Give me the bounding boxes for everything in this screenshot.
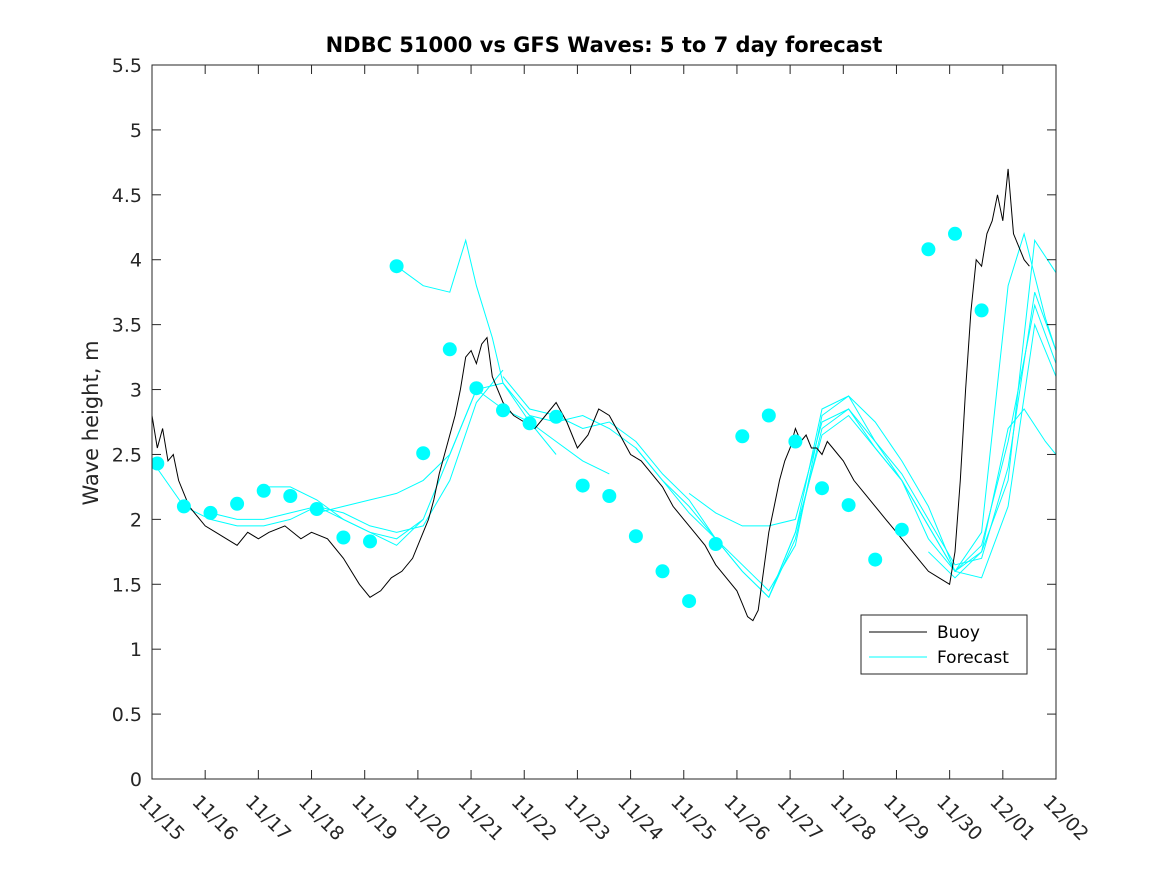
- forecast-marker: [921, 242, 936, 257]
- forecast-marker: [363, 534, 377, 549]
- forecast-marker: [708, 537, 723, 551]
- forecast-marker: [469, 381, 484, 396]
- forecast-marker: [522, 416, 537, 431]
- forecast-marker: [841, 498, 856, 513]
- forecast-line-8: [688, 238, 1056, 573]
- forecast-marker: [974, 303, 989, 318]
- forecast-marker: [655, 564, 670, 579]
- legend-box: [860, 614, 1028, 675]
- forecast-marker: [549, 409, 564, 424]
- y-tick-label: 3.5: [112, 315, 142, 337]
- forecast-marker: [682, 594, 697, 609]
- y-tick-label: 5: [130, 120, 142, 142]
- forecast-marker: [788, 434, 803, 449]
- y-tick-label: 2: [130, 509, 142, 531]
- y-tick-label: 2.5: [112, 444, 142, 466]
- forecast-marker: [575, 478, 590, 493]
- forecast-line-4: [316, 388, 610, 514]
- legend-forecast-label: Forecast: [937, 648, 1009, 668]
- forecast-marker: [628, 529, 643, 544]
- y-tick-label: 1: [130, 639, 142, 661]
- forecast-line-9: [768, 231, 1056, 598]
- buoy-line: [152, 168, 1030, 622]
- legend-buoy-label: Buoy: [937, 623, 980, 643]
- forecast-marker: [256, 483, 271, 498]
- y-tick-label: 3: [130, 380, 142, 402]
- forecast-marker: [868, 552, 883, 567]
- forecast-line-2: [210, 369, 504, 533]
- forecast-line-5: [396, 238, 1056, 599]
- forecast-line-3: [263, 382, 557, 540]
- forecast-marker: [416, 446, 431, 461]
- y-tick-label: 0: [130, 769, 142, 791]
- forecast-marker: [761, 408, 776, 423]
- forecast-marker: [389, 259, 404, 274]
- forecast-marker: [176, 499, 191, 514]
- forecast-marker: [602, 489, 617, 503]
- forecast-line-10: [928, 408, 1056, 579]
- forecast-marker: [203, 505, 218, 520]
- y-tick-label: 4: [130, 250, 142, 272]
- y-axis-label: Wave height, m: [79, 340, 103, 505]
- chart-title: NDBC 51000 vs GFS Waves: 5 to 7 day fore…: [326, 33, 883, 57]
- y-tick-label: 0.5: [112, 704, 142, 726]
- forecast-marker: [442, 342, 457, 357]
- forecast-marker: [336, 530, 351, 545]
- forecast-marker: [283, 489, 298, 503]
- y-tick-label: 4.5: [112, 185, 142, 207]
- forecast-marker: [230, 496, 245, 511]
- legend: Buoy Forecast: [860, 614, 1028, 675]
- plot-area: [152, 168, 1056, 622]
- forecast-line-1: [152, 460, 424, 546]
- forecast-marker: [496, 403, 510, 418]
- forecast-marker: [152, 456, 165, 471]
- y-tick-label: 1.5: [112, 574, 142, 596]
- forecast-marker: [735, 429, 750, 444]
- y-tick-label: 5.5: [112, 55, 142, 77]
- forecast-marker: [309, 502, 324, 516]
- series-group: [152, 168, 1056, 622]
- forecast-marker: [894, 522, 909, 537]
- forecast-marker: [948, 226, 962, 241]
- axes-box: [151, 64, 1057, 780]
- forecast-marker: [815, 481, 829, 496]
